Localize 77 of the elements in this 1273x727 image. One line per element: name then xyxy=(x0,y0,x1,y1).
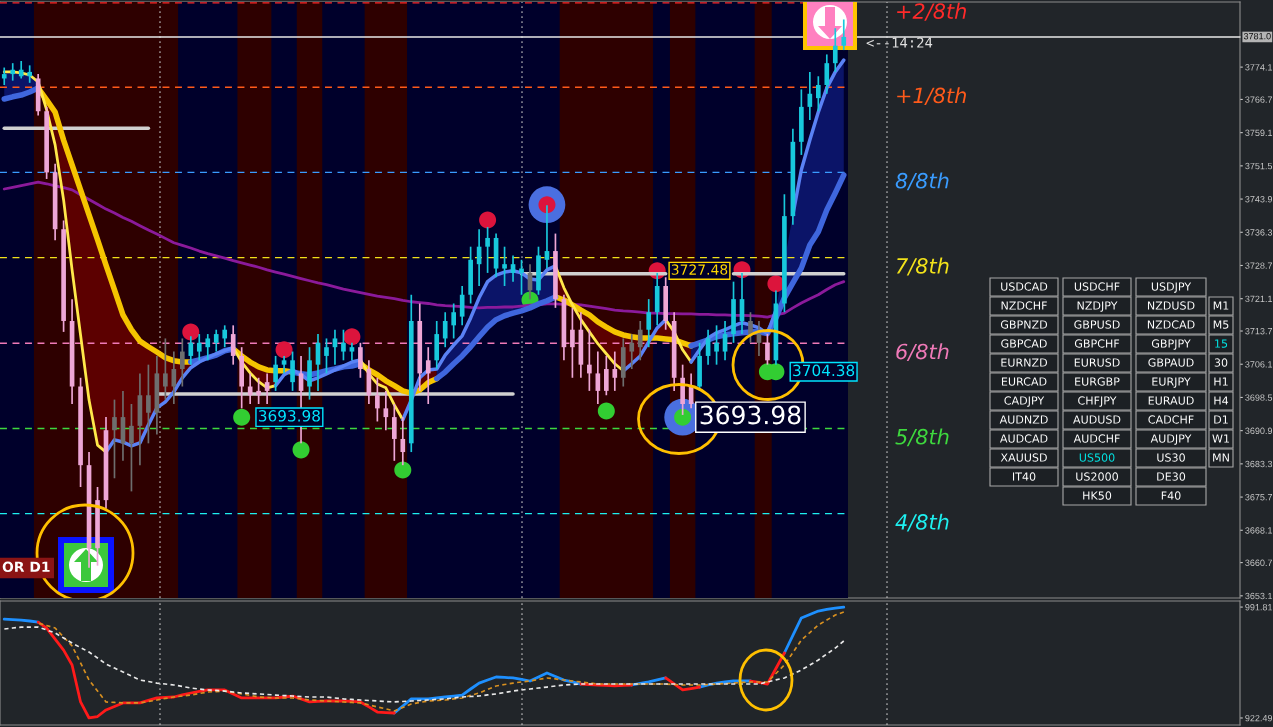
ref-line-label: 8/8th xyxy=(895,172,949,191)
text: US30 xyxy=(1157,453,1185,462)
text: GBPCHF xyxy=(1074,339,1120,348)
y-tick-label: 3743.9 xyxy=(1245,196,1273,203)
text: DE30 xyxy=(1157,472,1186,481)
text: XAUUSD xyxy=(1000,453,1047,462)
y-tick-label: 3766.7 xyxy=(1245,96,1273,103)
text: AUDUSD xyxy=(1073,415,1121,424)
data-label: 3693.98 xyxy=(258,410,320,422)
ref-line-label: 5/8th xyxy=(895,428,949,447)
text: D1 xyxy=(1214,415,1228,424)
ref-line-label: 4/8th xyxy=(895,513,949,532)
text: EURNZD xyxy=(1001,358,1048,367)
y-tick-label: 3653.1 xyxy=(1245,592,1273,600)
text: EURCAD xyxy=(1001,377,1047,386)
y-tick-label: 3721.1 xyxy=(1245,295,1273,303)
text: M1 xyxy=(1213,301,1229,310)
text: NZDCHF xyxy=(1001,301,1047,310)
text: 15 xyxy=(1215,339,1228,348)
ref-line-label: 7/8th xyxy=(896,257,949,276)
text: CADJPY xyxy=(1004,396,1045,407)
text: USDCAD xyxy=(1001,282,1048,291)
text: H1 xyxy=(1214,377,1228,386)
text: EURJPY xyxy=(1152,377,1191,388)
y-tick-label: 922.49 xyxy=(1245,714,1273,722)
text: NZDCAD xyxy=(1147,320,1195,329)
text: GBPNZD xyxy=(1000,320,1048,329)
text: CADCHF xyxy=(1148,415,1194,424)
text: US500 xyxy=(1079,453,1115,462)
y-tick-label: 3736.3 xyxy=(1245,229,1273,236)
text: HK50 xyxy=(1083,491,1112,500)
text: IT40 xyxy=(1012,472,1036,481)
annotation: OR D1 xyxy=(2,561,50,573)
data-label: 3727.48 xyxy=(671,264,728,275)
text: USDCHF xyxy=(1074,282,1120,291)
y-tick-label: 3774.1 xyxy=(1245,64,1273,71)
text: GBPCAD xyxy=(1001,339,1047,348)
y-tick-label: 3690.9 xyxy=(1245,427,1273,435)
text: F40 xyxy=(1161,491,1181,500)
text: AUDCHF xyxy=(1073,434,1120,443)
text: AUDCAD xyxy=(999,434,1048,443)
text: MN xyxy=(1213,453,1229,462)
data-label: 3693.98 xyxy=(700,405,801,425)
y-tick-label: 3713.7 xyxy=(1245,327,1273,335)
y-tick-label: 3751.5 xyxy=(1245,162,1273,170)
text: H4 xyxy=(1214,396,1229,405)
y-tick-label: 3675.7 xyxy=(1245,494,1273,501)
ref-line-label: 6/8th xyxy=(896,343,949,362)
y-tick-label: 3683.3 xyxy=(1245,460,1273,468)
text: NZDJPY xyxy=(1077,301,1118,312)
y-tick-label: 3706.1 xyxy=(1245,361,1273,368)
text: W1 xyxy=(1212,434,1229,443)
text: NZDUSD xyxy=(1147,301,1195,310)
data-label: 3704.38 xyxy=(793,364,855,377)
text: USDJPY xyxy=(1151,282,1192,293)
y-tick-label: 3759.1 xyxy=(1245,129,1273,137)
text: GBPJPY xyxy=(1151,339,1191,350)
ref-line-label: +1/8th xyxy=(897,87,966,105)
text: EURGBP xyxy=(1075,377,1120,386)
y-tick-label: 3660.7 xyxy=(1245,559,1273,566)
text: AUDJPY xyxy=(1150,434,1192,445)
y-tick-label: 3668.1 xyxy=(1245,527,1273,534)
text: EURUSD xyxy=(1074,358,1120,367)
text: 30 xyxy=(1214,358,1228,367)
ref-line-label: +2/8th xyxy=(897,2,966,21)
y-tick-label: 991.81 xyxy=(1245,604,1273,611)
text: M5 xyxy=(1213,320,1229,329)
y-tick-label: 3728.7 xyxy=(1245,262,1273,269)
text: US2000 xyxy=(1076,472,1118,481)
text: GBPUSD xyxy=(1074,320,1120,329)
text: EURAUD xyxy=(1148,396,1194,405)
text: CHFJPY xyxy=(1078,396,1117,407)
annotation: <--14:24 xyxy=(866,37,933,48)
y-tick-label: 3698.5 xyxy=(1245,394,1273,401)
text: AUDNZD xyxy=(999,415,1048,424)
ref-line-label: 3781.0 xyxy=(1243,32,1271,40)
text: GBPAUD xyxy=(1148,358,1194,367)
